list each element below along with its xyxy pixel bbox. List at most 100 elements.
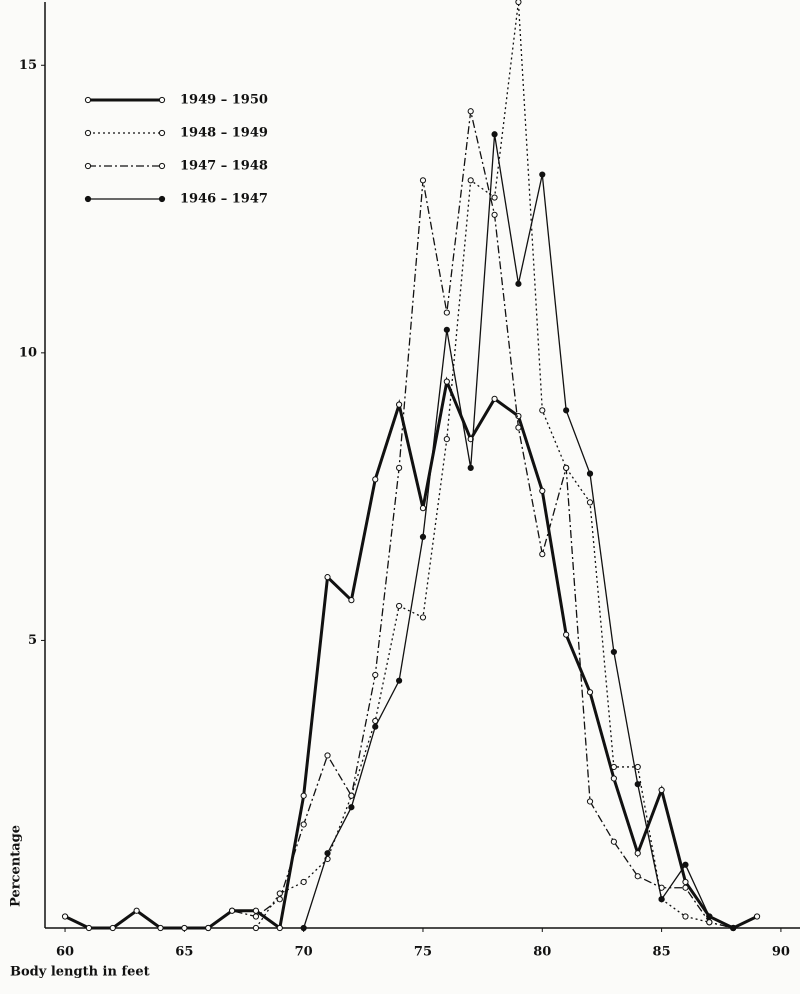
x-tick-label: 70 [295, 945, 313, 960]
data-point [682, 913, 689, 920]
x-tick-label: 65 [175, 945, 193, 960]
data-point [443, 326, 450, 333]
data-point [515, 413, 522, 420]
data-point [348, 597, 355, 604]
y-tick-label: 5 [28, 633, 37, 648]
data-point [539, 171, 546, 178]
data-point [109, 924, 116, 932]
data-point [252, 913, 260, 920]
data-point [706, 913, 713, 920]
data-point [682, 861, 689, 868]
x-tick-label: 85 [653, 945, 671, 960]
data-point [443, 309, 450, 316]
legend-marker [158, 162, 166, 170]
data-point [563, 631, 570, 638]
legend-label: 1946 – 1947 [180, 192, 268, 207]
legend-marker [158, 195, 166, 203]
series-line [303, 134, 734, 929]
data-point [157, 924, 164, 932]
data-point [252, 907, 260, 914]
data-point [372, 723, 379, 730]
data-point [586, 689, 594, 696]
data-point [61, 913, 69, 920]
data-point [610, 763, 617, 771]
data-point [300, 878, 307, 886]
data-point [205, 924, 212, 932]
data-point [586, 470, 594, 477]
legend-label: 1947 – 1948 [180, 159, 268, 174]
data-point [467, 177, 474, 184]
data-point [563, 407, 570, 414]
data-point [539, 551, 546, 558]
x-tick-label: 90 [772, 945, 790, 960]
data-point [443, 378, 450, 385]
data-point [443, 436, 450, 443]
data-point [348, 804, 355, 811]
data-point [324, 850, 331, 857]
data-point [658, 786, 665, 794]
data-point [515, 280, 522, 287]
data-point [467, 464, 474, 471]
legend-marker [158, 96, 166, 104]
data-point [396, 464, 403, 471]
data-point [396, 677, 403, 684]
data-point [753, 913, 761, 920]
data-point [491, 131, 498, 138]
data-point [610, 648, 617, 656]
series-line [64, 376, 758, 931]
data-point [610, 838, 617, 845]
x-tick-label: 80 [533, 945, 551, 960]
legend-label: 1948 – 1949 [180, 126, 268, 141]
data-point [372, 476, 379, 483]
data-point [252, 924, 260, 932]
data-point [634, 781, 641, 788]
legend-marker [84, 195, 92, 203]
y-tick-label: 15 [19, 58, 37, 73]
data-point [515, 0, 522, 6]
x-axis-label: Body length in feet [10, 965, 150, 980]
data-point [658, 896, 665, 903]
data-point [181, 924, 188, 932]
data-point [324, 752, 331, 759]
x-tick-label: 75 [414, 945, 432, 960]
data-point [539, 407, 546, 414]
data-point [682, 878, 689, 886]
data-point [419, 177, 427, 184]
data-point [300, 821, 307, 828]
data-point [491, 194, 498, 201]
data-point [515, 424, 522, 431]
data-point [396, 401, 403, 408]
data-point [706, 919, 713, 926]
data-point [586, 499, 594, 506]
data-point [491, 395, 498, 402]
data-point [276, 896, 283, 903]
data-point [85, 924, 93, 932]
data-point [276, 890, 283, 897]
data-point [419, 505, 427, 512]
legend-label: 1949 – 1950 [180, 93, 268, 108]
data-point [300, 924, 307, 932]
legend-marker [158, 129, 166, 137]
data-point [372, 671, 379, 679]
data-point [396, 602, 403, 610]
data-point [419, 533, 427, 540]
data-point [228, 907, 236, 914]
data-point [324, 574, 331, 581]
data-point [634, 850, 641, 857]
data-point [634, 873, 641, 880]
data-point [586, 798, 594, 805]
data-point [467, 108, 474, 115]
data-point [419, 614, 427, 621]
legend-marker [84, 129, 92, 137]
data-point [133, 907, 140, 914]
legend-marker [84, 162, 92, 170]
y-tick-label: 10 [19, 345, 37, 360]
x-tick-label: 60 [56, 945, 74, 960]
data-point [348, 792, 355, 799]
data-point [610, 775, 617, 782]
data-point [730, 924, 737, 932]
data-point [300, 792, 307, 799]
data-point [491, 211, 498, 218]
y-axis-label: Percentage [9, 825, 24, 907]
